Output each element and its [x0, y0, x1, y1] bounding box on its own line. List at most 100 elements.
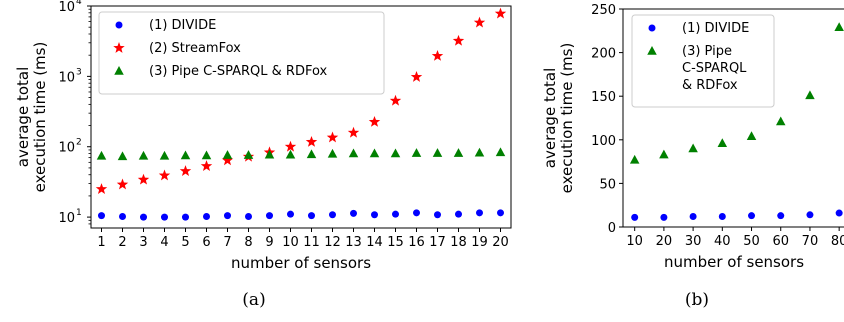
chart-a-y-axis-label: average totalexecution time (ms): [14, 42, 49, 193]
chart-a-point: [140, 213, 147, 221]
chart-a-point: [431, 49, 444, 61]
chart-b-point: [689, 213, 697, 221]
chart-a-point: [389, 94, 402, 106]
chart-b-x-axis-label: number of sensors: [664, 253, 804, 271]
chart-a-point: [413, 209, 420, 217]
caption-b: (b): [685, 290, 709, 310]
chart-a-point: [347, 126, 360, 138]
chart-a-point: [137, 173, 150, 185]
chart-b-legend: [631, 14, 775, 108]
chart-a-point: [410, 70, 423, 82]
chart-a-xtick-label: 4: [160, 235, 168, 250]
chart-a-point: [158, 169, 171, 181]
chart-b-y-axis-label: average totalexecution time (ms): [541, 43, 576, 194]
chart-a-ytick-label: 10: [58, 141, 75, 156]
chart-a-point: [369, 148, 380, 158]
chart-a-point: [411, 148, 422, 157]
chart-a-xtick-label: 18: [450, 235, 467, 250]
chart-b-point: [805, 90, 815, 100]
chart-a-point: [329, 211, 336, 219]
chart-a-point: [308, 212, 315, 220]
chart-b-xtick-label: 60: [772, 234, 789, 249]
chart-b-legend-label: & RDFox: [682, 78, 738, 93]
chart-a-legend-label: (3) Pipe C-SPARQL & RDFox: [149, 64, 328, 79]
chart-b-point: [660, 213, 668, 221]
chart-b-point: [748, 212, 756, 220]
chart-a-ytick-label: 10: [58, 0, 75, 15]
chart-b-point: [631, 213, 639, 221]
chart-a-x-axis-label: number of sensors: [231, 254, 371, 272]
chart-a-xtick-label: 17: [429, 235, 446, 250]
chart-b-point: [688, 143, 698, 153]
chart-a-point: [476, 209, 483, 217]
caption-a: (a): [242, 290, 265, 310]
chart-a-series-2: [96, 147, 506, 161]
chart-a-point: [203, 212, 210, 220]
chart-a-point: [264, 149, 275, 159]
chart-a-legend-label: (1) DIVIDE: [149, 18, 216, 33]
chart-b-series-1: [629, 22, 844, 164]
chart-a-point: [266, 212, 273, 220]
chart-a-point: [327, 148, 338, 158]
chart-a-ytick-exponent: 2: [76, 138, 82, 148]
chart-a-point: [494, 7, 507, 19]
chart-b-point: [717, 138, 728, 148]
chart-a-point: [161, 213, 168, 221]
chart-a-ytick-label: 10: [58, 70, 75, 85]
chart-b-xtick-label: 70: [802, 234, 819, 249]
chart-b: 10 20 30 40 50 60 70 80 0 50 100 150 200 250 number of…: [541, 3, 844, 271]
chart-a-xtick-label: 6: [202, 235, 210, 250]
chart-a-series-0: [98, 209, 504, 221]
chart-a-point: [98, 212, 105, 220]
chart-a-xtick-label: 13: [345, 235, 362, 250]
chart-a-point: [287, 210, 294, 218]
chart-a-xtick-label: 7: [223, 235, 231, 250]
chart-a-point: [453, 148, 464, 157]
chart-a-point: [221, 154, 234, 166]
chart-a-point: [182, 213, 189, 221]
chart-a-point: [116, 178, 129, 190]
chart-a-point: [434, 211, 441, 219]
chart-a-point: [138, 150, 149, 160]
chart-a-point: [390, 148, 401, 158]
chart-a-xtick-label: 5: [181, 235, 189, 250]
chart-b-xtick-label: 10: [626, 234, 643, 249]
chart-a-xtick-label: 19: [471, 235, 488, 250]
chart-b-point: [777, 212, 785, 220]
chart-b-xtick-label: 20: [656, 234, 673, 249]
chart-a-ytick-label: 10: [58, 211, 75, 226]
chart-a-point: [95, 183, 108, 194]
chart-a-ytick-exponent: 1: [76, 208, 82, 218]
chart-a-point: [180, 150, 191, 160]
chart-a-point: [473, 16, 486, 28]
chart-a-point: [117, 151, 128, 161]
chart-a-point: [497, 209, 504, 217]
chart-b-xtick-label: 40: [714, 234, 731, 249]
chart-a-point: [474, 147, 485, 157]
chart-a-xtick-label: 2: [118, 235, 126, 250]
chart-b-ytick-label: 100: [591, 134, 616, 149]
chart-b-series-0: [631, 209, 843, 221]
chart-a-point: [201, 150, 212, 160]
chart-a-xtick-label: 14: [366, 235, 383, 250]
chart-a-ytick-exponent: 4: [76, 0, 82, 7]
chart-a-point: [284, 140, 297, 152]
chart-a-xtick-label: 10: [282, 235, 299, 250]
chart-b-legend-label: C-SPARQL: [682, 61, 747, 76]
plot-frame: [622, 8, 844, 228]
chart-b-ytick-label: 250: [591, 3, 616, 18]
chart-b-point: [835, 209, 843, 217]
chart-a-legend-label: (2) StreamFox: [149, 41, 241, 56]
chart-a-point: [224, 212, 231, 220]
chart-a-xtick-label: 1: [97, 235, 105, 250]
chart-a-point: [452, 34, 465, 46]
chart-a-xtick-label: 9: [265, 235, 273, 250]
chart-b-point: [806, 211, 814, 219]
chart-a-xtick-label: 12: [324, 235, 341, 250]
chart-a-point: [159, 150, 170, 160]
chart-a-xtick-label: 11: [303, 235, 320, 250]
chart-a-xtick-label: 20: [492, 235, 509, 250]
chart-b-legend-label: (3) Pipe: [682, 44, 732, 59]
chart-a-point: [285, 149, 296, 159]
